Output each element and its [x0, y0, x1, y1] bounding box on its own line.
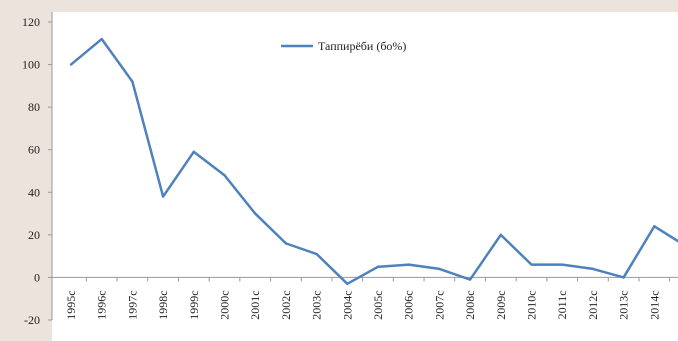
data-point	[376, 265, 380, 268]
y-tick-label: 20	[28, 228, 40, 242]
data-point	[223, 174, 226, 177]
y-tick-label: 40	[28, 185, 40, 199]
x-tick-label: 2012c	[586, 290, 600, 319]
x-tick-label: 2002c	[279, 290, 293, 319]
y-tick-label: 60	[28, 143, 40, 157]
data-point	[499, 233, 502, 237]
data-point	[100, 37, 103, 41]
x-tick-label: 2001c	[248, 290, 262, 319]
x-tick-label: 2009c	[494, 290, 508, 319]
data-point	[346, 282, 349, 286]
x-tick-label: 2011c	[555, 290, 569, 319]
x-tick-label: 2014c	[647, 290, 661, 319]
data-point	[161, 195, 165, 198]
x-tick-label: 2006c	[402, 290, 416, 319]
series-group	[69, 37, 678, 286]
data-point	[468, 278, 472, 281]
y-tick-label: 100	[22, 58, 40, 72]
x-tick-label: 2013c	[617, 290, 631, 319]
x-tick-label: 1995c	[64, 290, 78, 319]
x-tick-label: 2004c	[340, 290, 354, 319]
x-tick-label: 2008c	[463, 290, 477, 319]
x-tick-label: 2007c	[432, 290, 446, 319]
data-point	[438, 267, 441, 271]
x-tick-label: 2010c	[525, 290, 539, 319]
y-tick-label: 120	[22, 15, 40, 29]
plot-area	[52, 12, 678, 341]
data-point	[407, 263, 410, 266]
y-axis-ticks: -20 0 20 40 60 80 100 120	[22, 15, 52, 327]
data-point	[254, 212, 257, 215]
data-point	[653, 225, 656, 228]
x-tick-label: 2003c	[310, 290, 324, 319]
data-point	[131, 80, 134, 83]
legend: Таппирёби (бо%)	[281, 39, 406, 53]
legend-label: Таппирёби (бо%)	[318, 39, 406, 53]
x-tick-label: 1997c	[125, 290, 139, 319]
data-point	[561, 263, 564, 266]
y-tick-label: 80	[28, 100, 40, 114]
y-tick-label: 0	[34, 270, 40, 284]
data-point	[591, 267, 595, 271]
data-point	[284, 242, 288, 245]
data-point	[192, 150, 195, 154]
x-tick-label: 1998c	[156, 290, 170, 319]
data-point	[530, 263, 533, 266]
x-tick-label: 2000c	[218, 290, 232, 319]
x-axis: 1995c 1996c 1997c 1998c 1999c 2000c 2001c 2002c…	[52, 276, 678, 320]
y-tick-label: -20	[24, 313, 40, 327]
x-tick-label: 2005c	[371, 290, 385, 319]
data-point	[622, 276, 625, 279]
x-tick-label: 1996c	[95, 290, 109, 319]
data-point	[69, 63, 73, 66]
x-tick-label: 1999c	[187, 290, 201, 319]
data-point	[315, 252, 318, 256]
